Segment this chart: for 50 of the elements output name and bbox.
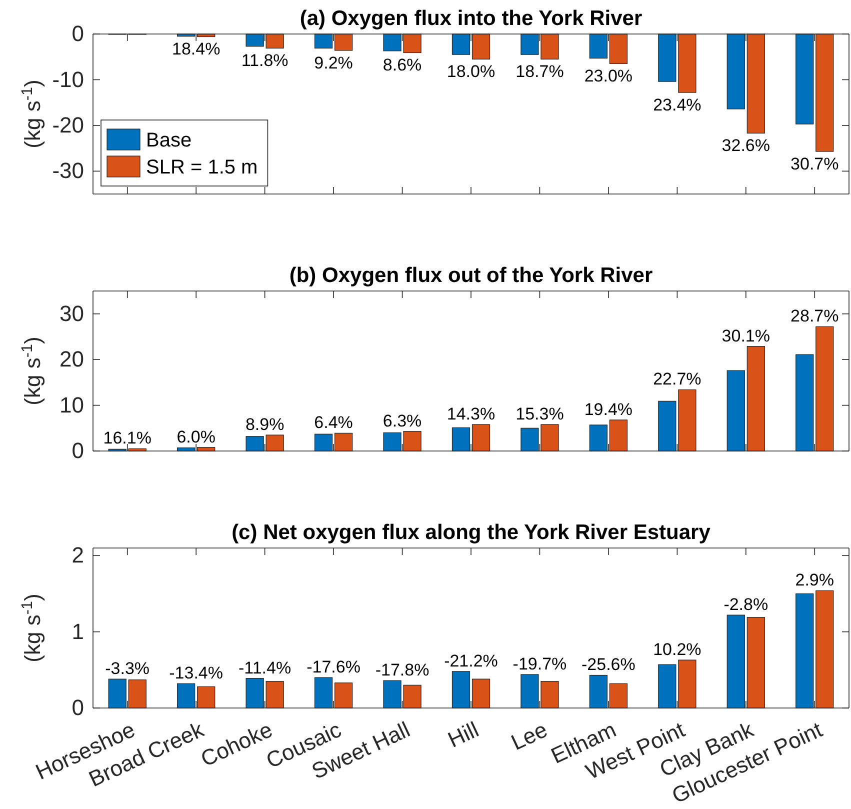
annotation: 28.7%	[790, 306, 839, 326]
y-tick-label: 10	[60, 392, 84, 418]
annotation: -21.2%	[444, 651, 498, 670]
annotation: -25.6%	[582, 655, 636, 674]
annotation: 32.6%	[722, 136, 770, 156]
annotation: -17.6%	[306, 658, 360, 677]
annotation: 9.2%	[314, 53, 353, 72]
y-tick-label: -20	[52, 112, 84, 138]
annotation: 6.4%	[314, 413, 353, 432]
annotation: -3.3%	[105, 659, 150, 678]
annotation: 19.4%	[584, 400, 633, 419]
annotation: 2.9%	[795, 570, 834, 590]
chart-title: (c) Net oxygen flux along the York River Estuary	[232, 521, 711, 544]
annotation: 6.3%	[382, 411, 422, 430]
annotation: 22.7%	[653, 370, 702, 389]
annotation: 15.3%	[516, 404, 564, 424]
annotation: 11.8%	[241, 51, 288, 70]
annotation: 14.3%	[446, 404, 496, 424]
x-tick-label: Hill	[444, 716, 482, 752]
annotation: -17.8%	[375, 660, 430, 680]
annotation: -2.8%	[724, 595, 768, 614]
legend-label: SLR = 1.5 m	[146, 156, 258, 178]
y-tick-label: 0	[72, 438, 84, 464]
annotation: 18.4%	[172, 40, 220, 59]
annotation: 8.6%	[382, 56, 422, 75]
y-tick-label: 1	[72, 618, 84, 644]
chart-title: (b) Oxygen flux out of the York River	[289, 264, 653, 287]
legend-label: Base	[146, 130, 192, 152]
annotation: 30.7%	[790, 154, 839, 174]
y-tick-label: 0	[72, 21, 84, 46]
annotation: 16.1%	[103, 428, 152, 448]
y-tick-label: 20	[60, 346, 84, 372]
x-tick-label: Lee	[507, 716, 552, 756]
annotation: 18.0%	[446, 62, 496, 82]
y-tick-label: 2	[72, 542, 84, 568]
y-tick-label: 30	[60, 300, 84, 326]
annotation: 23.0%	[584, 66, 633, 86]
y-tick-label: -30	[52, 158, 84, 184]
annotation: -13.4%	[169, 664, 224, 683]
annotation: 8.9%	[245, 415, 284, 434]
annotation: 23.4%	[653, 96, 702, 115]
annotation: 10.2%	[653, 640, 702, 659]
y-tick-label: -10	[52, 66, 84, 92]
chart-title: (a) Oxygen flux into the York River	[300, 7, 642, 30]
annotation: -11.4%	[238, 658, 292, 678]
annotation: 6.0%	[176, 427, 216, 446]
annotation: -19.7%	[512, 654, 567, 674]
y-tick-label: 0	[72, 695, 84, 720]
annotation: 30.1%	[722, 326, 770, 346]
annotation: 18.7%	[516, 62, 564, 82]
